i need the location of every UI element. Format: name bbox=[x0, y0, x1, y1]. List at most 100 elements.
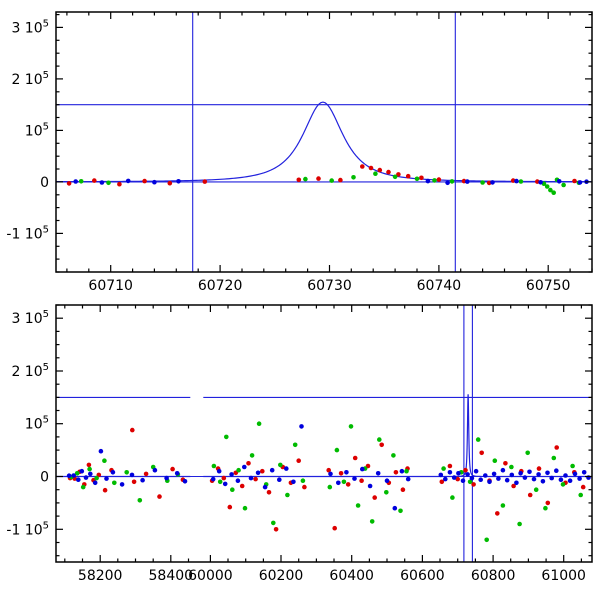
data-point bbox=[80, 484, 86, 490]
data-point bbox=[338, 471, 344, 476]
data-point bbox=[242, 505, 248, 511]
data-point bbox=[130, 427, 135, 433]
data-point bbox=[273, 527, 279, 532]
plot-frame bbox=[55, 11, 593, 273]
x-tick-label: 60740 bbox=[417, 278, 462, 294]
data-point bbox=[469, 475, 475, 481]
data-point bbox=[386, 169, 391, 175]
data-point bbox=[455, 476, 461, 482]
data-point bbox=[560, 482, 566, 487]
data-point bbox=[210, 476, 216, 482]
data-point bbox=[170, 466, 175, 472]
data-point bbox=[344, 470, 349, 475]
data-point bbox=[142, 178, 147, 184]
data-points-blue bbox=[66, 424, 591, 511]
data-point bbox=[572, 471, 578, 477]
data-point bbox=[316, 176, 321, 181]
data-point bbox=[164, 475, 169, 481]
y-tick-label: 105 bbox=[25, 415, 49, 433]
data-point bbox=[278, 462, 283, 468]
data-point bbox=[487, 479, 492, 485]
data-point bbox=[327, 484, 333, 490]
data-point bbox=[66, 473, 72, 479]
data-point bbox=[355, 503, 361, 508]
data-point bbox=[239, 483, 245, 489]
data-point bbox=[392, 174, 398, 180]
data-point bbox=[140, 477, 145, 483]
data-point bbox=[369, 519, 375, 524]
panel-event-zoom: 60710 60720 60730 60740 60750 3 105 2 105 105 0 -… bbox=[6, 11, 593, 294]
data-point bbox=[222, 481, 228, 487]
data-point bbox=[570, 463, 575, 469]
data-point bbox=[296, 458, 302, 464]
data-point bbox=[112, 480, 117, 486]
data-point bbox=[548, 187, 553, 193]
data-point bbox=[392, 505, 398, 511]
data-point bbox=[450, 495, 455, 500]
data-point bbox=[167, 180, 173, 186]
data-point bbox=[102, 487, 108, 493]
data-point bbox=[514, 178, 519, 184]
data-point bbox=[531, 476, 537, 482]
data-point bbox=[438, 472, 444, 478]
data-point bbox=[451, 475, 457, 480]
data-point bbox=[131, 479, 137, 485]
model-curve bbox=[55, 101, 592, 183]
data-points-red bbox=[66, 164, 577, 187]
x-tick-label: 60400 bbox=[329, 568, 374, 584]
data-points-green bbox=[78, 171, 582, 195]
data-point bbox=[563, 473, 568, 478]
data-point bbox=[396, 172, 401, 177]
data-point bbox=[73, 179, 78, 184]
x-tick-label: 60600 bbox=[400, 568, 445, 584]
data-point bbox=[271, 520, 276, 526]
data-point bbox=[332, 525, 338, 531]
data-point bbox=[377, 167, 383, 173]
data-point bbox=[348, 424, 354, 429]
data-point bbox=[255, 470, 261, 476]
data-point bbox=[514, 480, 519, 486]
data-point bbox=[384, 478, 390, 484]
data-point bbox=[577, 476, 582, 481]
data-point bbox=[352, 476, 357, 481]
data-point bbox=[384, 490, 389, 495]
data-point bbox=[405, 173, 411, 179]
data-point bbox=[66, 181, 72, 186]
data-point bbox=[221, 475, 227, 481]
data-point bbox=[567, 478, 573, 484]
data-point bbox=[102, 458, 107, 464]
data-point bbox=[83, 475, 89, 480]
x-tick-label: 60200 bbox=[259, 568, 304, 584]
y-tick-label: 0 bbox=[40, 470, 49, 486]
data-point bbox=[436, 177, 442, 182]
data-point bbox=[227, 504, 233, 510]
x-tick-label: 60000 bbox=[188, 568, 233, 584]
data-point bbox=[467, 479, 473, 485]
axis-ticks bbox=[56, 304, 592, 562]
data-point bbox=[224, 434, 229, 440]
data-point bbox=[338, 177, 343, 183]
data-point bbox=[202, 179, 208, 184]
data-point bbox=[484, 537, 490, 543]
x-tick-label: 58200 bbox=[78, 568, 123, 584]
data-point bbox=[284, 466, 289, 471]
data-point bbox=[445, 180, 450, 186]
data-point bbox=[217, 479, 223, 485]
data-point bbox=[518, 179, 524, 184]
data-point bbox=[419, 175, 424, 181]
data-point bbox=[124, 470, 129, 475]
data-point bbox=[473, 468, 479, 474]
data-point bbox=[269, 467, 275, 473]
data-point bbox=[176, 179, 181, 184]
data-point bbox=[478, 477, 484, 483]
data-points-red bbox=[67, 427, 586, 532]
data-point bbox=[551, 190, 556, 195]
data-point bbox=[235, 478, 241, 484]
x-tick-label: 60710 bbox=[88, 278, 133, 294]
y-tick-label: 2 105 bbox=[11, 70, 49, 88]
data-point bbox=[503, 461, 508, 466]
data-point bbox=[277, 477, 282, 483]
data-point bbox=[405, 476, 411, 482]
data-point bbox=[447, 463, 453, 469]
